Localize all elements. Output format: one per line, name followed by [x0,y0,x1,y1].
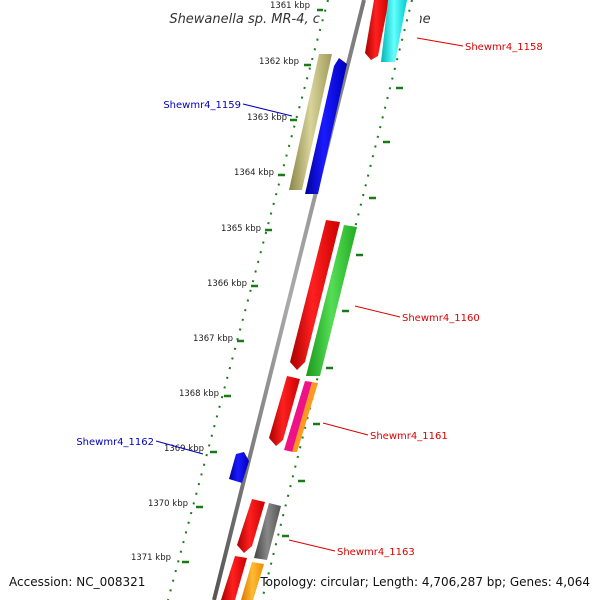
inner-ticks [282,86,403,538]
genome-backbone [212,0,366,600]
major-ticks [182,8,323,564]
leader-line-1163 [288,539,336,552]
feature-band [178,0,424,600]
gene-1160-arrow[interactable] [290,220,340,370]
tick-label: 1370 kbp [148,499,188,509]
gene-label-1159[interactable]: Shewmr4_1159 [163,100,241,111]
tick-label: 1363 kbp [247,113,287,123]
leader-line-1160 [354,305,401,318]
leader-line-1159 [242,103,293,117]
gene-1163-feature[interactable] [254,503,281,560]
gene-1161-feature-magenta[interactable] [284,381,312,452]
gene-1161-arrow[interactable] [269,376,300,446]
tick-label: 1371 kbp [131,553,171,563]
gene-bottom-orange[interactable] [241,562,264,600]
accession-text: Accession: NC_008321 [9,575,145,589]
gene-label-1160[interactable]: Shewmr4_1160 [402,313,480,324]
gene-label-1158[interactable]: Shewmr4_1158 [465,42,543,53]
gene-label-1162[interactable]: Shewmr4_1162 [76,437,154,448]
gene-label-1161[interactable]: Shewmr4_1161 [370,431,448,442]
gene-label-1163[interactable]: Shewmr4_1163 [337,547,415,558]
leader-line-1162 [155,440,204,455]
leader-line-1158 [416,37,464,47]
topology-text: Topology: circular; Length: 4,706,287 bp… [259,575,590,589]
gene-1162-arrow[interactable] [229,452,249,483]
gene-1161-feature-orange[interactable] [292,382,318,452]
leader-line-1161 [322,422,369,436]
gene-1160-feature[interactable] [306,225,357,376]
gene-1158-feature[interactable] [381,0,407,62]
gene-1159-cds[interactable] [289,54,332,190]
tick-label: 1366 kbp [207,279,247,289]
tick-label: 1364 kbp [234,168,274,178]
tick-label: 1362 kbp [259,57,299,67]
gene-1159-arrow[interactable] [305,58,347,194]
gene-1158-arrow[interactable] [365,0,389,60]
tick-ring [167,0,329,600]
tick-label: 1365 kbp [221,224,261,234]
gene-1163-arrow[interactable] [237,499,265,553]
tick-label: 1361 kbp [270,1,310,11]
tick-label: 1367 kbp [193,334,233,344]
gene-bottom-red[interactable] [221,556,247,600]
tick-label: 1368 kbp [179,389,219,399]
